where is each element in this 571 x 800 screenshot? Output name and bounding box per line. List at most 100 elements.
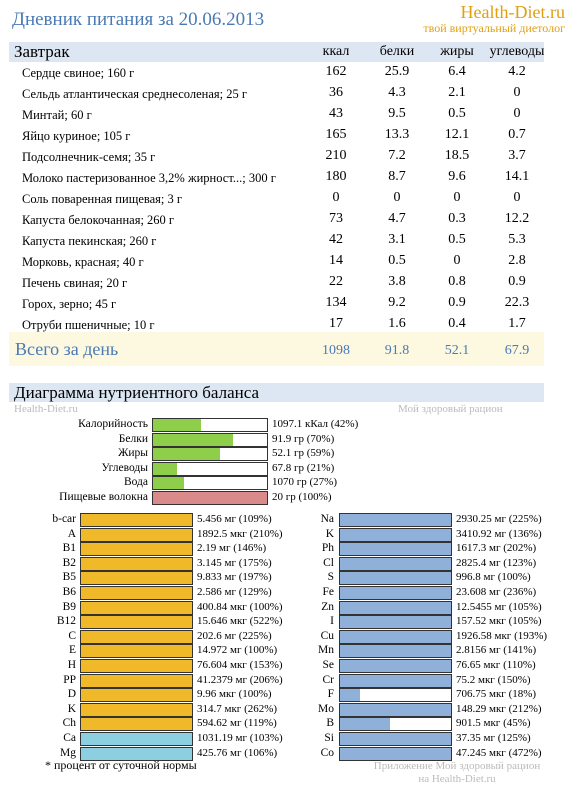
balance-bar: [152, 461, 268, 476]
vitamin-value: 76.604 мкг (153%): [197, 659, 283, 671]
mineral-label: Si: [324, 732, 334, 744]
cell-carbs: 22.3: [504, 295, 530, 310]
vitamin-label: B2: [62, 556, 76, 569]
vitamin-label: K: [67, 702, 76, 715]
table-row: Сердце свиное; 160 г 162 25.9 6.4 4.2: [9, 62, 544, 83]
mineral-bar-fill: [340, 572, 451, 585]
cell-fat: 0.8: [448, 274, 466, 289]
vitamin-bar-fill: [81, 587, 192, 599]
cell-protein: 0: [393, 190, 401, 205]
cell-kcal: 14: [329, 253, 343, 268]
mineral-bar: [339, 659, 452, 673]
cell-carbs: 5.3: [508, 232, 526, 247]
cell-protein: 25.9: [384, 64, 410, 79]
vitamin-bar-fill: [81, 572, 192, 585]
vitamin-label: B12: [56, 615, 76, 628]
vitamin-bar: [80, 615, 193, 630]
balance-bar: [152, 432, 268, 447]
mineral-bar-fill: [340, 630, 451, 643]
watermark-right: Мой здоровый рацион: [398, 403, 503, 415]
food-name: Подсолнечник-семя; 35 г: [22, 150, 156, 164]
cell-protein: 9.5: [388, 106, 406, 121]
cell-carbs: 14.1: [504, 169, 530, 184]
mineral-label: Cr: [322, 673, 335, 686]
cell-carbs: 0: [513, 190, 521, 205]
vitamin-bar-fill: [81, 557, 192, 570]
food-name: Капуста пекинская; 260 г: [22, 234, 157, 248]
mineral-bar: [339, 629, 452, 644]
cell-kcal: 43: [329, 106, 343, 121]
vitamin-label: Ch: [62, 717, 76, 730]
mineral-value: 148.29 мкг (212%): [456, 702, 542, 715]
mineral-label: Se: [322, 659, 335, 671]
mineral-value: 47.245 мкг (472%): [456, 746, 542, 759]
mineral-bar: [339, 702, 452, 717]
vitamin-value: 2.586 мг (129%): [197, 586, 272, 598]
mineral-bar: [339, 732, 452, 746]
mineral-bar: [339, 556, 452, 571]
mineral-bar-fill: [340, 616, 451, 629]
balance-bar: [152, 418, 268, 432]
cell-kcal: 42: [329, 232, 343, 247]
vitamin-value: 9.96 мкг (100%): [197, 688, 272, 701]
cell-kcal: 17: [329, 316, 343, 331]
mineral-label: Ph: [321, 542, 334, 555]
cell-protein: 3.8: [388, 274, 406, 289]
brand-logo[interactable]: Health-Diet.ru твой виртуальный диетолог: [423, 2, 565, 35]
mineral-bar: [339, 688, 452, 703]
balance-value: 91.9 гр (70%): [272, 432, 335, 445]
total-carbs: 67.9: [504, 343, 530, 358]
vitamin-value: 2.19 мг (146%): [197, 542, 267, 555]
vitamin-bar: [80, 629, 193, 644]
vitamin-bar: [80, 717, 193, 732]
mineral-value: 2930.25 мг (225%): [456, 513, 542, 525]
daily-total: Всего за день 1098 91.8 52.1 67.9: [9, 332, 544, 366]
mineral-label: I: [330, 615, 334, 628]
vitamin-bar: [80, 659, 193, 673]
column-kcal: ккал: [322, 44, 350, 59]
mineral-bar-fill: [340, 747, 451, 760]
table-row: Капуста белокочанная; 260 г 73 4.7 0.3 12.2: [9, 209, 544, 230]
mineral-bar-fill: [340, 733, 451, 745]
table-row: Соль поваренная пищевая; 3 г 0 0 0 0: [9, 188, 544, 209]
balance-value: 1097.1 кКал (42%): [272, 418, 359, 430]
footnote: * процент от суточной нормы: [45, 758, 197, 772]
mineral-bar-fill: [340, 674, 451, 687]
cell-fat: 6.4: [448, 64, 466, 79]
mineral-value: 2.8156 мг (141%): [456, 644, 537, 657]
cell-kcal: 0: [332, 190, 340, 205]
brand-name: Health-Diet.ru: [460, 2, 565, 22]
food-name: Минтай; 60 г: [22, 108, 92, 122]
cell-protein: 1.6: [388, 316, 406, 331]
vitamin-bar: [80, 571, 193, 586]
balance-bar-fill: [153, 448, 221, 461]
cell-kcal: 180: [325, 169, 347, 184]
vitamin-bar: [80, 644, 193, 659]
vitamin-label: A: [67, 527, 76, 540]
meal-header: Завтрак ккал белки жиры углеводы: [9, 42, 544, 62]
vitamin-value: 5.456 мг (109%): [197, 513, 272, 525]
cell-carbs: 0.7: [508, 127, 526, 142]
mineral-label: F: [327, 688, 334, 701]
mineral-label: B: [326, 717, 334, 730]
cell-fat: 0: [453, 190, 461, 205]
vitamin-label: H: [67, 659, 76, 671]
table-row: Подсолнечник-семя; 35 г 210 7.2 18.5 3.7: [9, 146, 544, 167]
balance-bar-fill: [153, 462, 177, 475]
cell-carbs: 3.7: [508, 148, 526, 163]
vitamin-bar: [80, 673, 193, 688]
vitamin-label: C: [68, 629, 76, 642]
mineral-bar-fill: [340, 543, 451, 556]
cell-carbs: 0: [513, 85, 521, 100]
vitamin-bar-fill: [81, 689, 192, 702]
mineral-value: 76.65 мкг (110%): [456, 659, 536, 671]
footer-watermark-2: на Health-Diet.ru: [418, 773, 496, 785]
cell-kcal: 165: [325, 127, 347, 142]
vitamin-bar: [80, 556, 193, 571]
mineral-label: Cl: [323, 556, 334, 569]
table-row: Горох, зерно; 45 г 134 9.2 0.9 22.3: [9, 293, 544, 314]
cell-carbs: 0: [513, 106, 521, 121]
vitamin-value: 15.646 мкг (522%): [197, 615, 283, 628]
vitamin-label: PP: [63, 673, 76, 686]
brand-tagline: твой виртуальный диетолог: [423, 21, 565, 35]
